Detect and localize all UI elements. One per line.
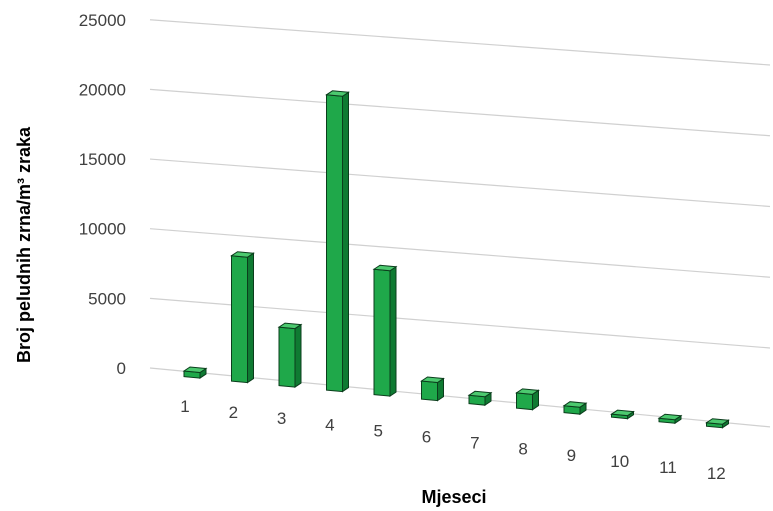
x-tick-label: 1 xyxy=(180,397,189,416)
y-axis-ticks: 0 5000 10000 15000 20000 25000 xyxy=(79,11,126,378)
x-tick-label: 4 xyxy=(325,415,334,434)
gridline xyxy=(149,88,771,137)
bar-side-face xyxy=(389,265,397,398)
bar-side-face xyxy=(294,323,302,389)
x-tick-label: 12 xyxy=(707,464,726,483)
bar xyxy=(610,409,635,420)
x-tick-label: 8 xyxy=(518,440,527,459)
x-tick-label: 10 xyxy=(610,452,629,471)
x-tick-label: 5 xyxy=(373,421,382,440)
bar-front-face xyxy=(516,392,533,411)
bar-top-face xyxy=(705,418,730,425)
y-axis-title: Broj peludnih zrna/m³ zraka xyxy=(14,126,34,363)
gridline xyxy=(149,158,771,208)
bars xyxy=(182,90,730,429)
bar xyxy=(420,376,445,402)
y-tick-label: 10000 xyxy=(79,220,126,239)
y-tick-label: 5000 xyxy=(88,289,126,308)
x-tick-label: 2 xyxy=(229,403,238,422)
bar-top-face xyxy=(562,401,588,408)
bar xyxy=(325,90,350,393)
bar xyxy=(182,366,208,379)
gridline xyxy=(149,19,771,66)
bar-top-face xyxy=(182,366,208,374)
bar-front-face xyxy=(421,380,438,402)
bar-top-face xyxy=(420,376,445,384)
x-tick-label: 9 xyxy=(567,446,576,465)
bar-top-face xyxy=(610,409,635,417)
bar-top-face xyxy=(277,322,303,330)
bar xyxy=(372,264,398,398)
bar-top-face xyxy=(467,390,493,398)
x-tick-label: 7 xyxy=(470,434,479,453)
x-tick-label: 3 xyxy=(277,409,286,428)
bar xyxy=(705,418,730,429)
bar-top-face xyxy=(657,413,683,421)
bar xyxy=(230,251,255,384)
bar-side-face xyxy=(342,91,349,393)
y-tick-label: 0 xyxy=(117,359,126,378)
bar-top-face xyxy=(515,388,540,395)
x-tick-label: 11 xyxy=(659,458,677,477)
x-tick-label: 6 xyxy=(422,428,431,447)
x-axis-title: Mjeseci xyxy=(421,487,486,507)
bar xyxy=(515,388,540,411)
y-tick-label: 15000 xyxy=(79,150,126,169)
bar-front-face xyxy=(231,255,248,384)
bar-front-face xyxy=(373,268,391,397)
bar-top-face xyxy=(325,90,350,97)
y-tick-label: 25000 xyxy=(79,11,126,30)
bar xyxy=(277,322,303,389)
y-tick-label: 20000 xyxy=(79,80,126,99)
bar-top-face xyxy=(230,251,255,258)
x-axis-ticks: 1 2 3 4 5 6 7 8 9 10 11 12 xyxy=(180,397,725,483)
bar xyxy=(562,401,588,416)
bar-top-face xyxy=(372,264,398,272)
bar-side-face xyxy=(247,252,254,384)
bar-front-face xyxy=(278,326,296,388)
gridline xyxy=(149,228,771,278)
bar xyxy=(467,390,493,407)
bar-front-face xyxy=(326,94,343,393)
bar xyxy=(657,413,683,425)
